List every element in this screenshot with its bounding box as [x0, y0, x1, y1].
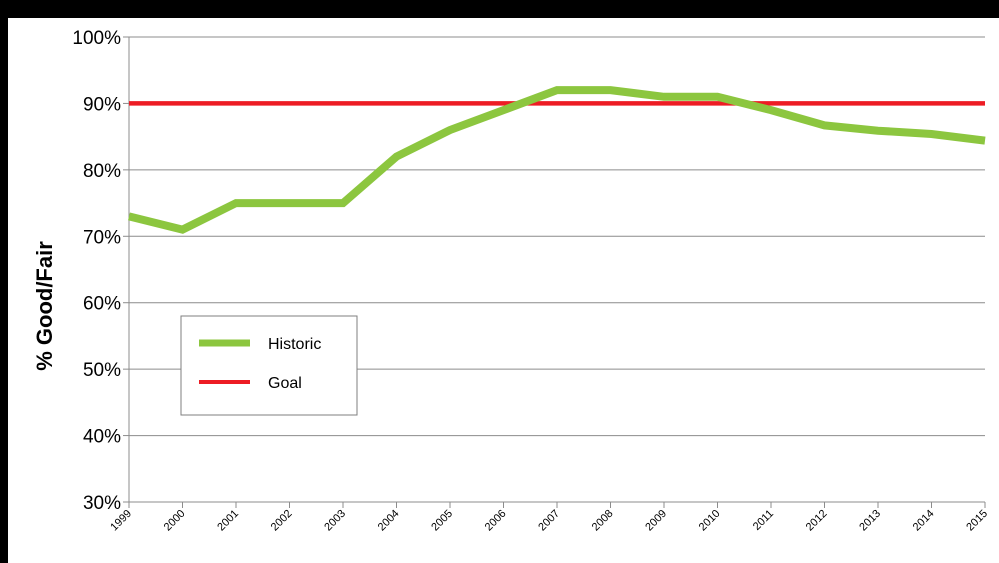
legend-label-goal: Goal: [268, 375, 302, 392]
x-tick-label: 2004: [376, 508, 402, 534]
x-tick-label: 2015: [964, 508, 990, 534]
x-tick-label: 2001: [215, 508, 241, 534]
series-lines: [128, 86, 986, 234]
y-tick-label: 90%: [83, 94, 121, 115]
y-axis-label: % Good/Fair: [32, 241, 57, 371]
x-tick-label: 2012: [804, 508, 830, 534]
x-tick-label: 2009: [643, 508, 669, 534]
x-tick-label: 2006: [483, 508, 509, 534]
x-tick-label: 2010: [697, 508, 723, 534]
legend-box: [180, 315, 358, 416]
series-line-historic: [128, 86, 986, 234]
x-tick-label: 2005: [429, 508, 455, 534]
y-tick-label: 30%: [83, 493, 121, 514]
y-tick-label: 60%: [83, 294, 121, 315]
x-tick-label: 2011: [751, 508, 776, 533]
x-tick-label: 2000: [162, 508, 188, 534]
x-tick-label: 2007: [536, 508, 562, 534]
y-tick-label: 50%: [83, 360, 121, 381]
y-tick-label: 100%: [72, 28, 121, 49]
x-tick-label: 2008: [590, 508, 616, 534]
gridlines: [128, 36, 985, 503]
x-tick-label: 2002: [269, 508, 295, 534]
x-tick-label: 2013: [857, 508, 883, 534]
legend-label-historic: Historic: [268, 336, 321, 353]
y-tick-label: 80%: [83, 161, 121, 182]
legend: Historic Goal: [180, 315, 358, 416]
y-tick-label: 70%: [83, 227, 121, 248]
x-axis-ticks: 1999 2000 2001 2002 2003 2004 2005 2006 2007 2008…: [108, 502, 990, 533]
y-axis-ticks: 30% 40% 50% 60% 70% 80% 90% 100%: [72, 28, 129, 514]
x-tick-label: 2014: [911, 508, 937, 534]
x-tick-label: 2003: [322, 508, 348, 534]
y-tick-label: 40%: [83, 427, 121, 448]
